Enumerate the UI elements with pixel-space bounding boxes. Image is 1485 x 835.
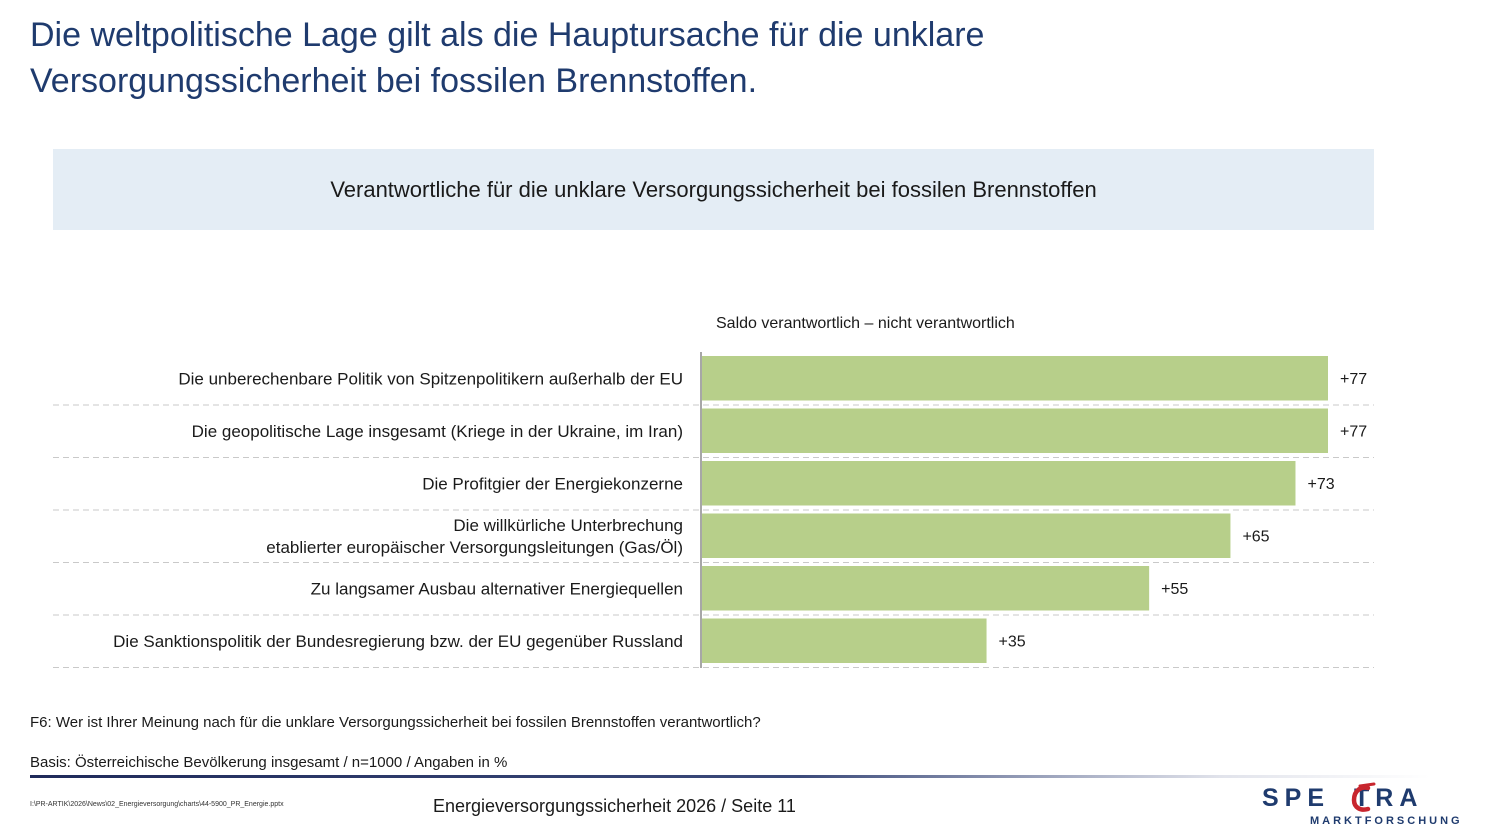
slide-title: Die weltpolitische Lage gilt als die Hau… — [30, 12, 1230, 104]
category-label: etablierter europäischer Versorgungsleit… — [266, 538, 683, 557]
slide-title-line-2: Versorgungssicherheit bei fossilen Brenn… — [30, 62, 758, 100]
series-label: Saldo verantwortlich – nicht verantwortl… — [716, 315, 1015, 332]
category-label: Die geopolitische Lage insgesamt (Kriege… — [192, 422, 683, 441]
logo-name: SPE TRA — [1262, 784, 1423, 813]
value-label: +77 — [1340, 371, 1367, 388]
file-path: I:\PR-ARTIK\2026\News\02_Energieversorgu… — [30, 801, 284, 808]
value-label: +55 — [1161, 581, 1188, 598]
value-label: +77 — [1340, 424, 1367, 441]
bar — [702, 566, 1150, 611]
category-label: Die Sanktionspolitik der Bundesregierung… — [113, 632, 683, 651]
category-label: Die unberechenbare Politik von Spitzenpo… — [178, 369, 683, 388]
bar — [702, 461, 1296, 506]
spectra-logo: SPE TRA MARKTFORSCHUNG — [1262, 782, 1462, 830]
value-label: +65 — [1242, 529, 1269, 546]
survey-question: F6: Wer ist Ihrer Meinung nach für die u… — [30, 714, 761, 731]
chart-banner-text: Verantwortliche für die unklare Versorgu… — [330, 176, 1097, 202]
category-label: Die willkürliche Unterbrechung — [453, 516, 683, 535]
slide-title-line-1: Die weltpolitische Lage gilt als die Hau… — [30, 16, 985, 54]
chart-banner: Verantwortliche für die unklare Versorgu… — [53, 149, 1374, 230]
logo-name-left: SPE — [1262, 784, 1331, 812]
survey-basis: Basis: Österreichische Bevölkerung insge… — [30, 754, 508, 771]
logo-subtitle: MARKTFORSCHUNG — [1310, 815, 1463, 827]
category-label: Zu langsamer Ausbau alternativer Energie… — [311, 579, 683, 598]
category-label: Die Profitgier der Energiekonzerne — [422, 474, 683, 493]
value-label: +35 — [999, 634, 1026, 651]
bar — [702, 618, 987, 663]
bar — [702, 408, 1328, 453]
page-label: Energieversorgungssicherheit 2026 / Seit… — [433, 796, 796, 816]
value-label: +73 — [1307, 476, 1334, 493]
logo-c-mark-icon — [1351, 782, 1376, 812]
footer-divider — [30, 775, 1430, 778]
bar — [702, 513, 1231, 558]
bar — [702, 356, 1328, 401]
